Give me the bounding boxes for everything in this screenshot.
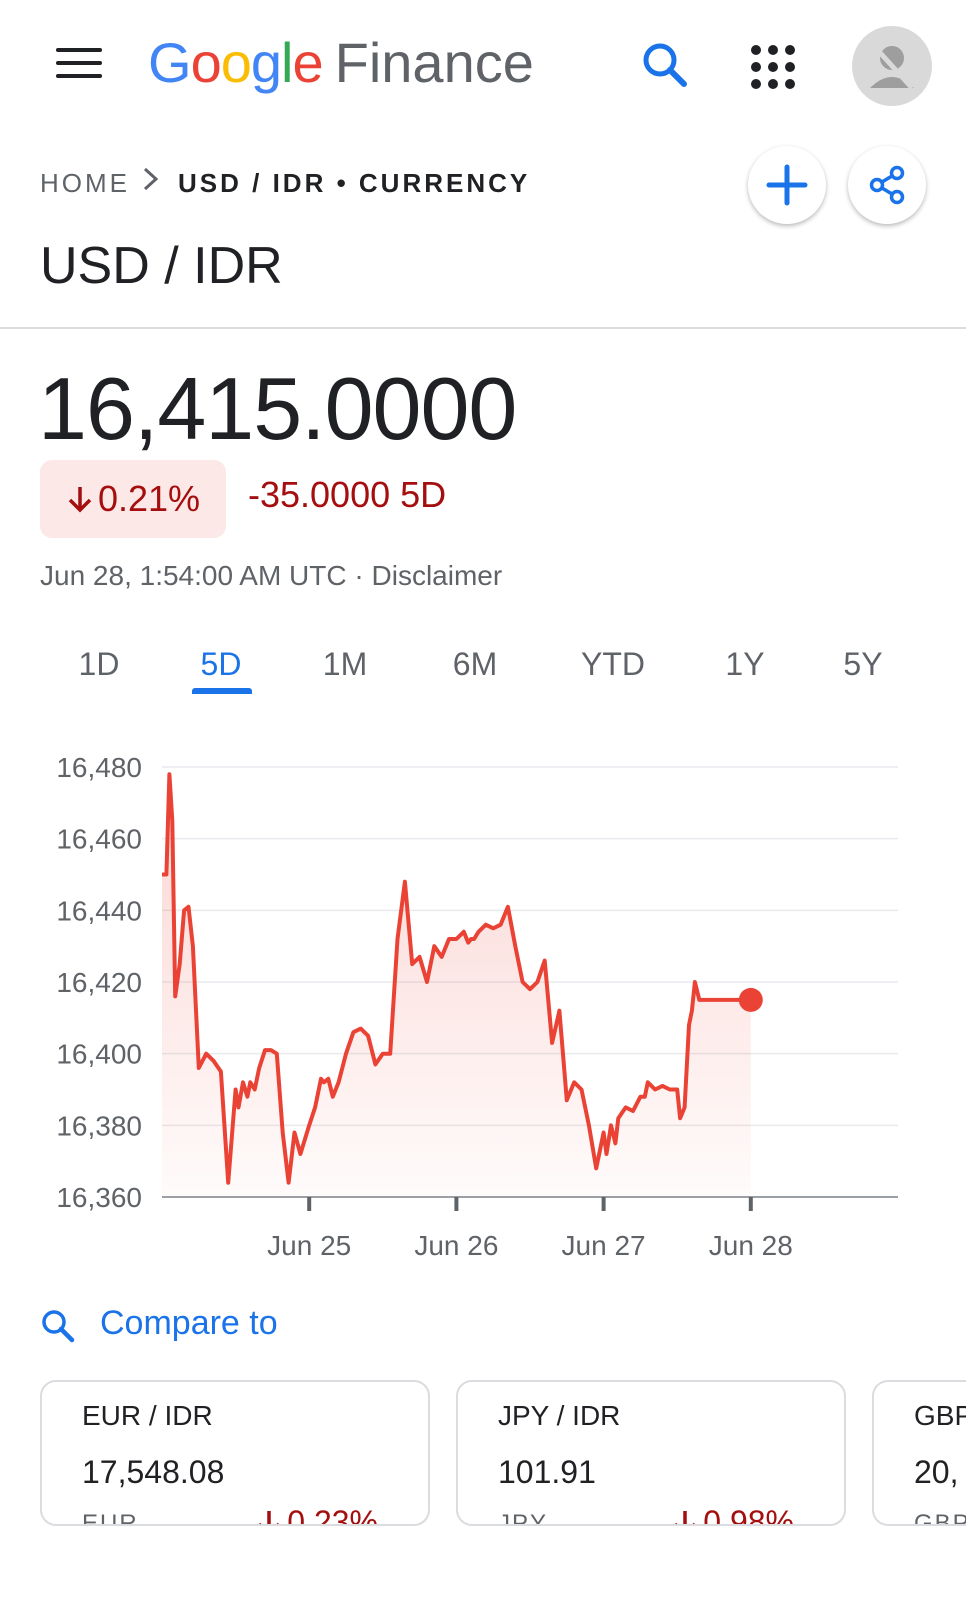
card-change-value: 0.98% [703,1504,794,1526]
add-to-watchlist-button[interactable] [748,146,826,224]
page-title: USD / IDR [40,237,283,295]
card-unit: EUR [82,1510,139,1526]
card-value: 101.91 [498,1454,596,1490]
change-percent-badge: 0.21% [40,460,226,538]
account-avatar-icon[interactable] [852,26,932,106]
active-tab-indicator [192,688,252,694]
card-value: 20, [914,1454,959,1490]
x-tick-label: Jun 27 [562,1230,646,1261]
tab-6m[interactable]: 6M [452,646,498,682]
tab-1m[interactable]: 1M [322,646,368,682]
tab-5d[interactable]: 5D [200,646,242,682]
compare-card-jpy-idr[interactable]: JPY / IDR 101.91 JPY 0.98% [456,1380,846,1526]
arrow-down-icon [674,1510,696,1524]
chevron-right-icon [140,164,162,194]
y-tick-label: 16,420 [56,967,142,998]
arrow-down-icon [68,487,92,513]
arrow-down-icon [258,1510,280,1524]
last-price-marker [738,987,763,1012]
breadcrumb-home[interactable]: HOME [40,168,130,198]
card-value: 17,548.08 [82,1454,225,1490]
card-change: 0.23% [255,1504,378,1526]
current-price: 16,415.0000 [38,359,517,458]
tab-1y[interactable]: 1Y [725,646,765,682]
logo-finance: Finance [334,31,534,94]
y-tick-label: 16,480 [56,752,142,783]
compare-card-eur-idr[interactable]: EUR / IDR 17,548.08 EUR 0.23% [40,1380,430,1526]
card-change-value: 0.23% [287,1504,378,1526]
card-title: EUR / IDR [82,1400,213,1431]
separator: · [354,560,364,591]
x-tick-label: Jun 26 [414,1230,498,1261]
logo-google: Google [148,31,324,94]
compare-search-icon[interactable] [40,1308,76,1344]
series-line [162,772,751,1185]
x-tick-label: Jun 25 [267,1230,351,1261]
breadcrumb-current: USD / IDR • CURRENCY [178,168,531,198]
y-tick-label: 16,400 [56,1039,142,1070]
plus-icon [766,164,808,206]
card-title: GBP / IDR [914,1400,966,1431]
timestamp-line: Jun 28, 1:54:00 AM UTC · Disclaimer [40,560,502,592]
compare-to-link[interactable]: Compare to [100,1304,278,1342]
compare-card-gbp-idr[interactable]: GBP / IDR 20, GBP [872,1380,966,1526]
y-tick-label: 16,460 [56,824,142,855]
card-title: JPY / IDR [498,1400,621,1431]
card-change: 0.98% [671,1504,794,1526]
google-finance-logo[interactable]: Google Finance [148,30,534,95]
tab-ytd[interactable]: YTD [581,646,645,682]
y-tick-label: 16,380 [56,1110,142,1141]
series-area [162,774,751,1197]
y-tick-label: 16,360 [56,1182,142,1213]
card-unit: JPY [498,1510,549,1526]
tab-1d[interactable]: 1D [78,646,120,682]
y-tick-label: 16,440 [56,895,142,926]
apps-grid-icon[interactable] [748,42,798,92]
price-chart[interactable]: 16,480 16,460 16,440 16,420 16,400 16,380 16,3… [0,735,966,1275]
x-tick-label: Jun 28 [709,1230,793,1261]
card-unit: GBP [914,1510,966,1526]
share-icon [869,165,905,205]
change-absolute: -35.0000 5D [248,474,447,515]
divider [0,327,966,329]
search-icon[interactable] [640,40,692,92]
timestamp: Jun 28, 1:54:00 AM UTC [40,560,347,591]
menu-icon[interactable] [56,48,102,82]
tab-5y[interactable]: 5Y [843,646,883,682]
disclaimer-link[interactable]: Disclaimer [371,560,503,591]
change-percent: 0.21% [97,478,201,519]
share-button[interactable] [848,146,926,224]
